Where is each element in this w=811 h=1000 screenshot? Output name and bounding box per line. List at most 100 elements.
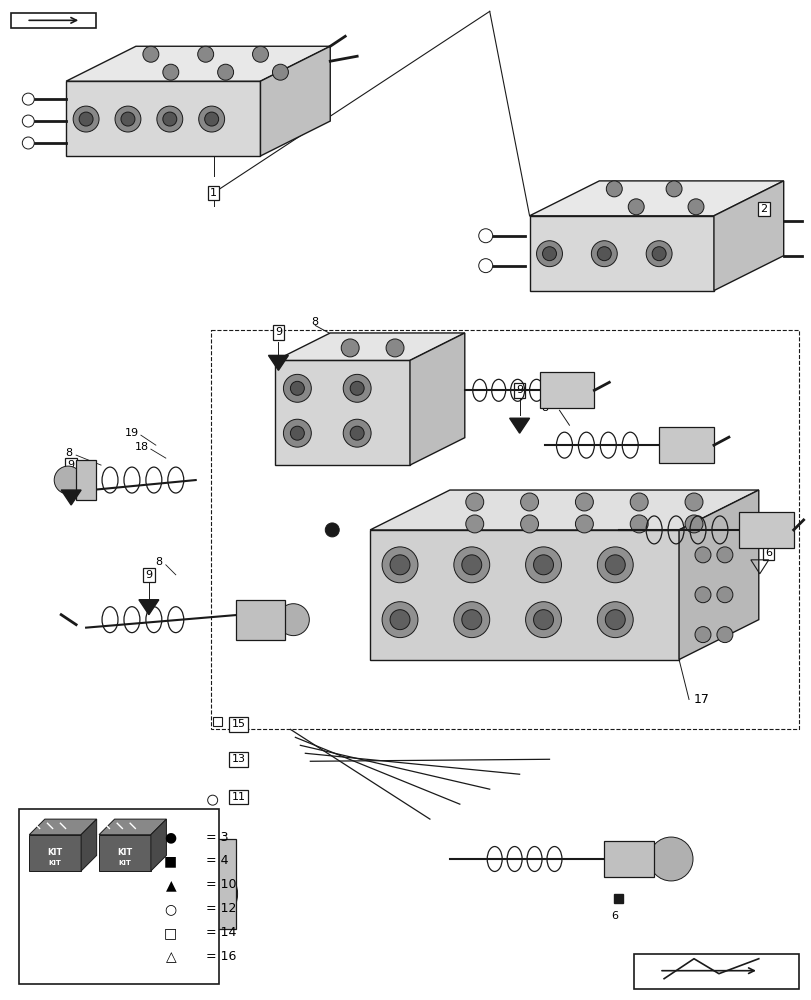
Circle shape	[604, 610, 624, 630]
Circle shape	[163, 112, 177, 126]
Circle shape	[389, 610, 410, 630]
Polygon shape	[678, 490, 757, 660]
Text: □: □	[164, 926, 177, 940]
Circle shape	[350, 426, 363, 440]
Text: 8: 8	[540, 403, 547, 413]
Text: 11: 11	[231, 792, 245, 802]
Circle shape	[533, 610, 553, 630]
Polygon shape	[370, 490, 757, 530]
Circle shape	[157, 106, 182, 132]
Circle shape	[604, 555, 624, 575]
Circle shape	[590, 241, 616, 267]
Bar	[29, 835, 81, 871]
Circle shape	[272, 64, 288, 80]
Text: 8: 8	[66, 448, 73, 458]
Circle shape	[389, 555, 410, 575]
Circle shape	[716, 627, 732, 643]
Bar	[738, 512, 792, 548]
Text: = 12: = 12	[205, 902, 236, 915]
Circle shape	[687, 199, 703, 215]
Bar	[614, 894, 623, 903]
Circle shape	[204, 112, 218, 126]
Circle shape	[461, 610, 481, 630]
Circle shape	[651, 247, 665, 261]
Polygon shape	[29, 819, 97, 835]
Circle shape	[478, 229, 492, 243]
Circle shape	[197, 46, 213, 62]
Text: KIT: KIT	[48, 848, 62, 857]
Circle shape	[325, 523, 339, 537]
Circle shape	[382, 602, 418, 638]
Polygon shape	[66, 46, 330, 81]
Circle shape	[597, 247, 611, 261]
Text: = 3: = 3	[205, 831, 228, 844]
Text: ●: ●	[165, 830, 177, 844]
Circle shape	[73, 106, 99, 132]
Polygon shape	[66, 81, 260, 156]
Circle shape	[629, 515, 647, 533]
Circle shape	[290, 381, 304, 395]
Circle shape	[520, 493, 538, 511]
Polygon shape	[139, 600, 159, 615]
Bar	[603, 841, 654, 877]
Circle shape	[525, 547, 560, 583]
Circle shape	[575, 493, 593, 511]
Polygon shape	[268, 355, 288, 370]
Text: 19: 19	[125, 428, 139, 438]
Text: 13: 13	[231, 754, 245, 764]
Circle shape	[143, 46, 159, 62]
Text: 8: 8	[155, 557, 162, 567]
Circle shape	[684, 515, 702, 533]
Text: 1: 1	[210, 188, 217, 198]
Circle shape	[382, 547, 418, 583]
Circle shape	[629, 493, 647, 511]
Polygon shape	[99, 819, 166, 835]
Text: 5: 5	[635, 864, 642, 874]
Circle shape	[684, 493, 702, 511]
Polygon shape	[275, 360, 410, 465]
Text: 2: 2	[759, 204, 766, 214]
Text: 17: 17	[693, 693, 709, 706]
Text: = 16: = 16	[205, 950, 236, 963]
Circle shape	[597, 547, 633, 583]
Polygon shape	[410, 333, 464, 465]
Bar	[76, 460, 96, 500]
Text: 9: 9	[67, 460, 75, 470]
Circle shape	[466, 515, 483, 533]
Polygon shape	[529, 216, 713, 291]
Text: KIT: KIT	[49, 860, 62, 866]
Polygon shape	[509, 418, 529, 433]
Circle shape	[453, 602, 489, 638]
Circle shape	[350, 381, 363, 395]
Circle shape	[217, 64, 234, 80]
Circle shape	[694, 627, 710, 643]
Text: 9: 9	[275, 327, 281, 337]
Circle shape	[648, 837, 692, 881]
Circle shape	[22, 93, 34, 105]
Bar	[99, 835, 151, 871]
Circle shape	[606, 181, 621, 197]
Text: △: △	[165, 950, 176, 964]
Circle shape	[208, 795, 217, 805]
Circle shape	[628, 199, 643, 215]
Text: 9: 9	[516, 385, 522, 395]
Circle shape	[466, 493, 483, 511]
Circle shape	[536, 241, 562, 267]
Polygon shape	[370, 530, 678, 660]
Circle shape	[343, 374, 371, 402]
Polygon shape	[81, 819, 97, 871]
Circle shape	[694, 547, 710, 563]
Text: 6: 6	[764, 548, 771, 558]
Circle shape	[22, 137, 34, 149]
Circle shape	[199, 106, 225, 132]
Circle shape	[520, 515, 538, 533]
Circle shape	[121, 112, 135, 126]
Circle shape	[694, 587, 710, 603]
Text: KIT: KIT	[118, 848, 132, 857]
Polygon shape	[151, 819, 166, 871]
Circle shape	[597, 602, 633, 638]
Circle shape	[716, 587, 732, 603]
Text: = 10: = 10	[205, 878, 236, 891]
Text: = 4: = 4	[205, 854, 228, 867]
Circle shape	[478, 259, 492, 273]
